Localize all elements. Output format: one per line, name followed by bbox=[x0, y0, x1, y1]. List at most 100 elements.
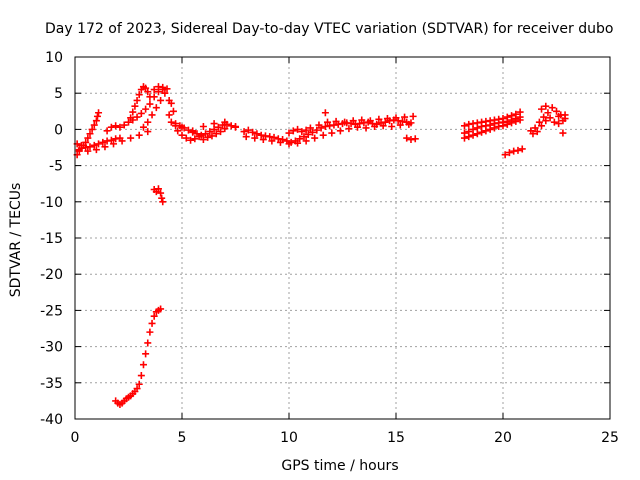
data-point bbox=[381, 118, 389, 126]
data-point bbox=[133, 96, 141, 104]
data-point bbox=[212, 130, 220, 138]
data-point bbox=[401, 113, 409, 121]
data-point bbox=[92, 146, 100, 154]
data-point bbox=[505, 149, 513, 157]
data-point bbox=[542, 102, 550, 110]
data-point bbox=[392, 114, 400, 122]
y-tick-label: 10 bbox=[45, 50, 63, 66]
data-point bbox=[396, 121, 404, 129]
data-point bbox=[159, 83, 167, 91]
data-point bbox=[538, 122, 546, 130]
data-point bbox=[535, 118, 543, 126]
data-point bbox=[371, 123, 379, 131]
data-point bbox=[174, 127, 182, 135]
data-point bbox=[362, 124, 370, 132]
data-point bbox=[90, 141, 98, 149]
y-tick-label: -40 bbox=[40, 412, 63, 428]
data-point bbox=[345, 125, 353, 133]
data-point bbox=[240, 128, 248, 136]
data-point bbox=[561, 111, 569, 119]
data-point bbox=[388, 123, 396, 131]
data-point bbox=[107, 123, 115, 131]
x-tick-label: 0 bbox=[71, 430, 80, 446]
data-point bbox=[112, 122, 120, 130]
data-point bbox=[550, 118, 558, 126]
data-point bbox=[110, 140, 118, 148]
data-point bbox=[294, 125, 302, 133]
data-point bbox=[150, 86, 158, 94]
y-tick-label: -35 bbox=[40, 376, 63, 392]
data-point bbox=[161, 89, 169, 97]
data-point bbox=[133, 113, 141, 121]
data-point bbox=[540, 113, 548, 121]
data-point bbox=[460, 122, 468, 130]
data-point bbox=[204, 133, 212, 141]
x-tick-label: 5 bbox=[178, 430, 187, 446]
data-point bbox=[501, 151, 509, 159]
data-point bbox=[285, 140, 293, 148]
data-point bbox=[120, 121, 128, 129]
y-tick-label: 5 bbox=[54, 86, 63, 102]
data-point bbox=[332, 117, 340, 125]
data-point bbox=[311, 134, 319, 142]
data-point bbox=[131, 102, 139, 110]
chart-title: Day 172 of 2023, Sidereal Day-to-day VTE… bbox=[45, 21, 613, 37]
y-axis-label: SDTVAR / TECUs bbox=[8, 183, 24, 298]
data-point bbox=[163, 85, 171, 93]
data-point bbox=[107, 136, 115, 144]
data-point bbox=[158, 194, 166, 202]
data-point bbox=[499, 122, 507, 130]
data-point bbox=[139, 123, 147, 131]
data-point bbox=[84, 147, 92, 155]
data-point bbox=[144, 118, 152, 126]
data-point bbox=[353, 123, 361, 131]
data-point bbox=[101, 143, 109, 151]
data-point bbox=[242, 133, 250, 141]
x-tick-label: 15 bbox=[387, 430, 405, 446]
data-point bbox=[144, 339, 152, 347]
data-point bbox=[144, 88, 152, 96]
y-tick-label: -25 bbox=[40, 303, 63, 319]
y-tick-label: -10 bbox=[40, 195, 63, 211]
data-point bbox=[244, 126, 252, 134]
data-point bbox=[221, 125, 229, 133]
data-point bbox=[289, 127, 297, 135]
data-point bbox=[403, 134, 411, 142]
data-point bbox=[146, 100, 154, 108]
data-point bbox=[95, 140, 103, 148]
data-point bbox=[165, 111, 173, 119]
data-point bbox=[202, 130, 210, 138]
data-point bbox=[531, 124, 539, 132]
data-point bbox=[514, 146, 522, 154]
data-point bbox=[93, 112, 101, 120]
data-point bbox=[146, 93, 154, 101]
data-point bbox=[103, 127, 111, 135]
data-point bbox=[167, 99, 175, 107]
data-point bbox=[178, 131, 186, 139]
data-point bbox=[321, 109, 329, 117]
data-point bbox=[379, 122, 387, 130]
data-point bbox=[478, 128, 486, 136]
data-point bbox=[319, 131, 327, 139]
data-point bbox=[191, 135, 199, 143]
data-point bbox=[341, 118, 349, 126]
data-point bbox=[555, 120, 563, 128]
data-point bbox=[182, 134, 190, 142]
data-point bbox=[324, 118, 332, 126]
data-point bbox=[512, 117, 520, 125]
y-tick-label: 0 bbox=[54, 122, 63, 138]
data-point bbox=[555, 112, 563, 120]
data-point bbox=[125, 118, 132, 126]
data-point bbox=[90, 121, 98, 129]
data-point bbox=[253, 130, 261, 138]
data-point bbox=[383, 115, 391, 123]
y-tick-label: -15 bbox=[40, 231, 63, 247]
data-point bbox=[538, 105, 546, 113]
data-point bbox=[469, 131, 477, 139]
data-point bbox=[135, 131, 143, 139]
data-point bbox=[482, 127, 490, 135]
data-point bbox=[405, 120, 413, 128]
data-point bbox=[486, 125, 494, 133]
data-point bbox=[309, 128, 317, 136]
